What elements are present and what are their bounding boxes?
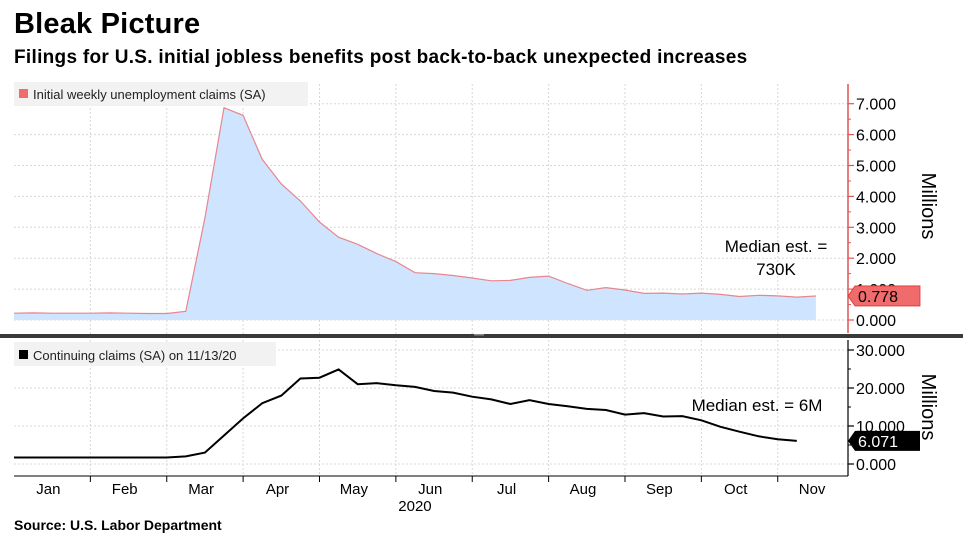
x-tick-label: Jul: [497, 481, 516, 498]
top-y-tick-label: 6.000: [856, 128, 896, 145]
chart-subtitle: Filings for U.S. initial jobless benefit…: [14, 47, 748, 68]
continuing-claims-line: [14, 368, 797, 459]
initial-legend-swatch: [19, 89, 28, 98]
bottom-y-tick-label: 20.000: [856, 381, 905, 398]
source-note: Source: U.S. Labor Department: [14, 517, 222, 533]
x-tick-label: Mar: [188, 481, 214, 498]
x-tick-label: Nov: [799, 481, 826, 498]
continuing-median-annotation: Median est. = 6M: [692, 396, 823, 415]
x-tick-label: May: [340, 481, 369, 498]
x-year-label: 2020: [398, 498, 431, 515]
x-tick-label: Feb: [112, 481, 138, 498]
top-y-tick-label: 3.000: [856, 220, 896, 237]
x-tick-label: Aug: [570, 481, 597, 498]
x-tick-label: Apr: [266, 481, 289, 498]
continuing-legend-box: [14, 342, 276, 366]
panel-divider-handle: [474, 334, 484, 336]
x-tick-label: Jun: [418, 481, 442, 498]
x-tick-label: Sep: [646, 481, 673, 498]
panel-divider: [0, 334, 848, 338]
x-tick-label: Oct: [724, 481, 748, 498]
x-tick-label: Jan: [36, 481, 60, 498]
continuing-last-value-label: 6.071: [858, 434, 898, 451]
continuing-legend-swatch: [19, 350, 28, 359]
top-y-axis-label: Millions: [917, 173, 939, 240]
panel-divider-right: [848, 334, 963, 338]
top-y-tick-label: 5.000: [856, 159, 896, 176]
initial-last-value-tag: [847, 285, 921, 307]
initial-legend-label: Initial weekly unemployment claims (SA): [33, 87, 266, 102]
initial-median-annotation-line2: 730K: [756, 260, 796, 279]
continuing-legend-label: Continuing claims (SA) on 11/13/20: [33, 348, 237, 363]
chart-title: Bleak Picture: [14, 8, 201, 40]
bottom-y-tick-label: 0.000: [856, 457, 896, 474]
initial-legend-box: [14, 82, 308, 106]
top-y-tick-label: 2.000: [856, 251, 896, 268]
top-y-tick-label: 4.000: [856, 189, 896, 206]
initial-last-value-label: 0.778: [858, 289, 898, 306]
continuing-last-value-tag: [848, 430, 920, 451]
bottom-y-axis-label: Millions: [917, 374, 939, 441]
initial-claims-area: [14, 107, 816, 320]
initial-median-annotation-line1: Median est. =: [725, 237, 828, 256]
bottom-y-tick-label: 30.000: [856, 343, 905, 360]
top-y-tick-label: 7.000: [856, 97, 896, 114]
top-y-tick-label: 0.000: [856, 313, 896, 330]
